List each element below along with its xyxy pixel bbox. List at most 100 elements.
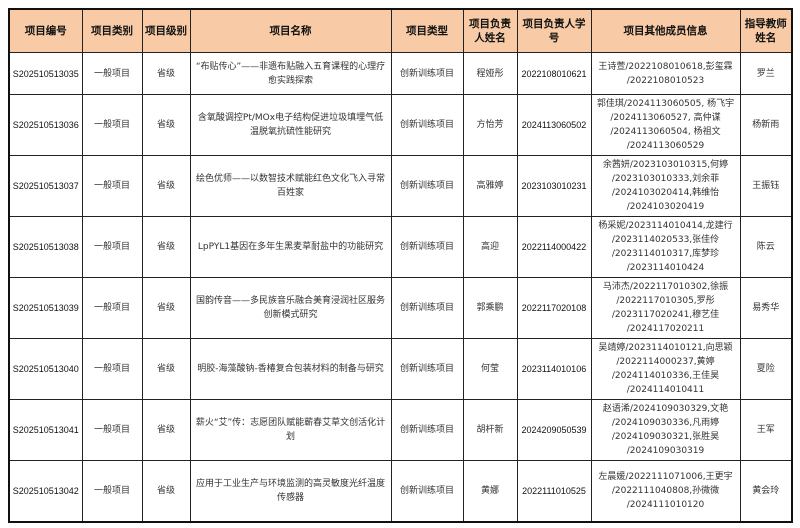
member-line: /2024113060504, 杨祖文	[610, 127, 721, 137]
member-line: /2024114010336,王佳昊	[611, 371, 720, 381]
project-category: 一般项目	[81, 460, 143, 523]
table-row: S202510513040 一般项目 省级 明胶-海藻酸钠-香椿复合包装材料的制备与研…	[8, 338, 793, 400]
table-row: S202510513041 一般项目 省级 薪火“艾”传：志愿团队赋能蕲春艾草文创活化…	[8, 399, 793, 461]
project-type: 创新训练项目	[390, 52, 464, 95]
member-line: 吴靖婷/2023114010121,向思颖	[598, 343, 733, 353]
advisor-name: 夏险	[739, 338, 793, 400]
leader-name: 郭乘鹏	[462, 277, 518, 339]
project-name: 含氧酸调控Pt/MOx电子结构促进垃圾填埋气低温脱氧抗硫性能研究	[189, 94, 392, 156]
member-line: /2024103020414,韩维怡	[611, 188, 720, 198]
member-line: /2024111010120	[626, 500, 705, 510]
project-category: 一般项目	[81, 399, 143, 461]
table-row: S202510513036 一般项目 省级 含氧酸调控Pt/MOx电子结构促进垃圾填埋…	[8, 94, 793, 156]
project-level: 省级	[141, 155, 191, 217]
advisor-name: 黄会玲	[739, 460, 793, 523]
member-line: /2024109030319	[626, 446, 705, 456]
project-level: 省级	[141, 94, 191, 156]
project-name: 应用于工业生产与环境监测的高灵敏度光纤温度传感器	[189, 460, 392, 523]
other-members: 马沛杰/2022117010302,徐振/2022117010305,罗彤/20…	[590, 277, 741, 339]
project-name: 明胶-海藻酸钠-香椿复合包装材料的制备与研究	[189, 338, 392, 400]
project-type: 创新训练项目	[390, 155, 464, 217]
project-code: S202510513038	[8, 216, 83, 278]
member-line: /2024117020211	[626, 324, 705, 334]
project-level: 省级	[141, 338, 191, 400]
table-row: S202510513035 一般项目 省级 “布贴传心”——非遗布贴融入五育课程的心理…	[8, 52, 793, 95]
other-members: 赵语浠/2024109030329,文艳/2024109030336,凡雨婷/2…	[590, 399, 741, 461]
leader-student-id: 2022111010525	[516, 460, 592, 523]
column-header: 项目编号	[8, 8, 83, 53]
project-name: “布贴传心”——非遗布贴融入五育课程的心理疗愈实践探索	[189, 52, 392, 95]
leader-student-id: 2024209050539	[516, 399, 592, 461]
table-row: S202510513039 一般项目 省级 国韵传音——多民族音乐融合美育浸润社区服务…	[8, 277, 793, 339]
member-line: /2023117020241,穆艺佳	[611, 310, 720, 320]
member-line: /2022117010305,罗彤	[616, 296, 715, 306]
leader-student-id: 2022114000422	[516, 216, 592, 278]
project-name: 绘色优师——以数智技术赋能红色文化飞入寻常百姓家	[189, 155, 392, 217]
leader-name: 何莹	[462, 338, 518, 400]
member-line: 左晨媛/2022111071006,王更宇	[598, 472, 733, 482]
table-row: S202510513038 一般项目 省级 LpPYL1基因在多年生黑麦草耐盐中的功能…	[8, 216, 793, 278]
project-code: S202510513039	[8, 277, 83, 339]
table-row: S202510513037 一般项目 省级 绘色优师——以数智技术赋能红色文化飞入寻常…	[8, 155, 793, 217]
leader-name: 黄娜	[462, 460, 518, 523]
project-name: LpPYL1基因在多年生黑麦草耐盐中的功能研究	[189, 216, 392, 278]
column-header: 项目级别	[141, 8, 191, 53]
member-line: /2022111040808,孙微微	[611, 486, 720, 496]
advisor-name: 罗兰	[739, 52, 793, 95]
project-name: 国韵传音——多民族音乐融合美育浸润社区服务创新模式研究	[189, 277, 392, 339]
leader-student-id: 2022117020108	[516, 277, 592, 339]
project-code: S202510513037	[8, 155, 83, 217]
column-header: 指导教师姓名	[739, 8, 793, 53]
project-type: 创新训练项目	[390, 277, 464, 339]
member-line: /2024103020419	[626, 202, 705, 212]
project-category: 一般项目	[81, 52, 143, 95]
member-line: 马沛杰/2022117010302,徐振	[602, 282, 729, 292]
project-code: S202510513035	[8, 52, 83, 95]
advisor-name: 陈云	[739, 216, 793, 278]
other-members: 杨采妮/2023114010414,龙建行/2023114020533,张佳伶 /…	[590, 216, 741, 278]
member-line: /2022108010523	[626, 75, 705, 86]
column-header: 项目负责人学号	[516, 8, 592, 53]
column-header: 项目类型	[390, 8, 464, 53]
project-name: 薪火“艾”传：志愿团队赋能蕲春艾草文创活化计划	[189, 399, 392, 461]
advisor-name: 杨新雨	[739, 94, 793, 156]
advisor-name: 王振钰	[739, 155, 793, 217]
project-level: 省级	[141, 277, 191, 339]
advisor-name: 王军	[739, 399, 793, 461]
project-category: 一般项目	[81, 216, 143, 278]
member-line: /2024109030321,张胜昊	[611, 432, 720, 442]
member-line: /2023103010333,刘余菲	[611, 174, 720, 184]
project-level: 省级	[141, 216, 191, 278]
member-line: /2022114000237,黄婷	[616, 357, 715, 367]
project-type: 创新训练项目	[390, 338, 464, 400]
member-line: 王诗萱/2022108010618,彭玺霖	[598, 61, 733, 72]
member-line: 赵语浠/2024109030329,文艳	[602, 404, 729, 414]
leader-student-id: 2023103010231	[516, 155, 592, 217]
table-row: S202510513042 一般项目 省级 应用于工业生产与环境监测的高灵敏度光纤温度…	[8, 460, 793, 523]
project-type: 创新训练项目	[390, 216, 464, 278]
member-line: 余茜妍/2023103010315,何婷	[602, 160, 729, 170]
leader-student-id: 2023114010106	[516, 338, 592, 400]
member-line: /2023114010317,库梦珍	[611, 249, 720, 259]
project-category: 一般项目	[81, 277, 143, 339]
project-category: 一般项目	[81, 338, 143, 400]
leader-name: 方怡芳	[462, 94, 518, 156]
project-code: S202510513042	[8, 460, 83, 523]
other-members: 王诗萱/2022108010618,彭玺霖/2022108010523	[590, 52, 741, 95]
member-line: /2023114020533,张佳伶	[611, 235, 720, 245]
advisor-name: 易秀华	[739, 277, 793, 339]
leader-student-id: 2024113060502	[516, 94, 592, 156]
header-row: 项目编号 项目类别 项目级别 项目名称 项目类型 项目负责人姓名 项目负责人学号 项目其他成员…	[8, 8, 793, 53]
project-level: 省级	[141, 52, 191, 95]
other-members: 吴靖婷/2023114010121,向思颖/2022114000237,黄婷/2…	[590, 338, 741, 400]
project-code: S202510513041	[8, 399, 83, 461]
member-line: /2024113060527, 高仲谋	[610, 113, 721, 123]
project-code: S202510513040	[8, 338, 83, 400]
leader-name: 高迎	[462, 216, 518, 278]
column-header: 项目名称	[189, 8, 392, 53]
other-members: 余茜妍/2023103010315,何婷/2023103010333,刘余菲/2…	[590, 155, 741, 217]
member-line: /2024109030336,凡雨婷	[611, 418, 720, 428]
project-type: 创新训练项目	[390, 399, 464, 461]
column-header: 项目其他成员信息	[590, 8, 741, 53]
member-line: /2023114010424	[626, 263, 705, 273]
